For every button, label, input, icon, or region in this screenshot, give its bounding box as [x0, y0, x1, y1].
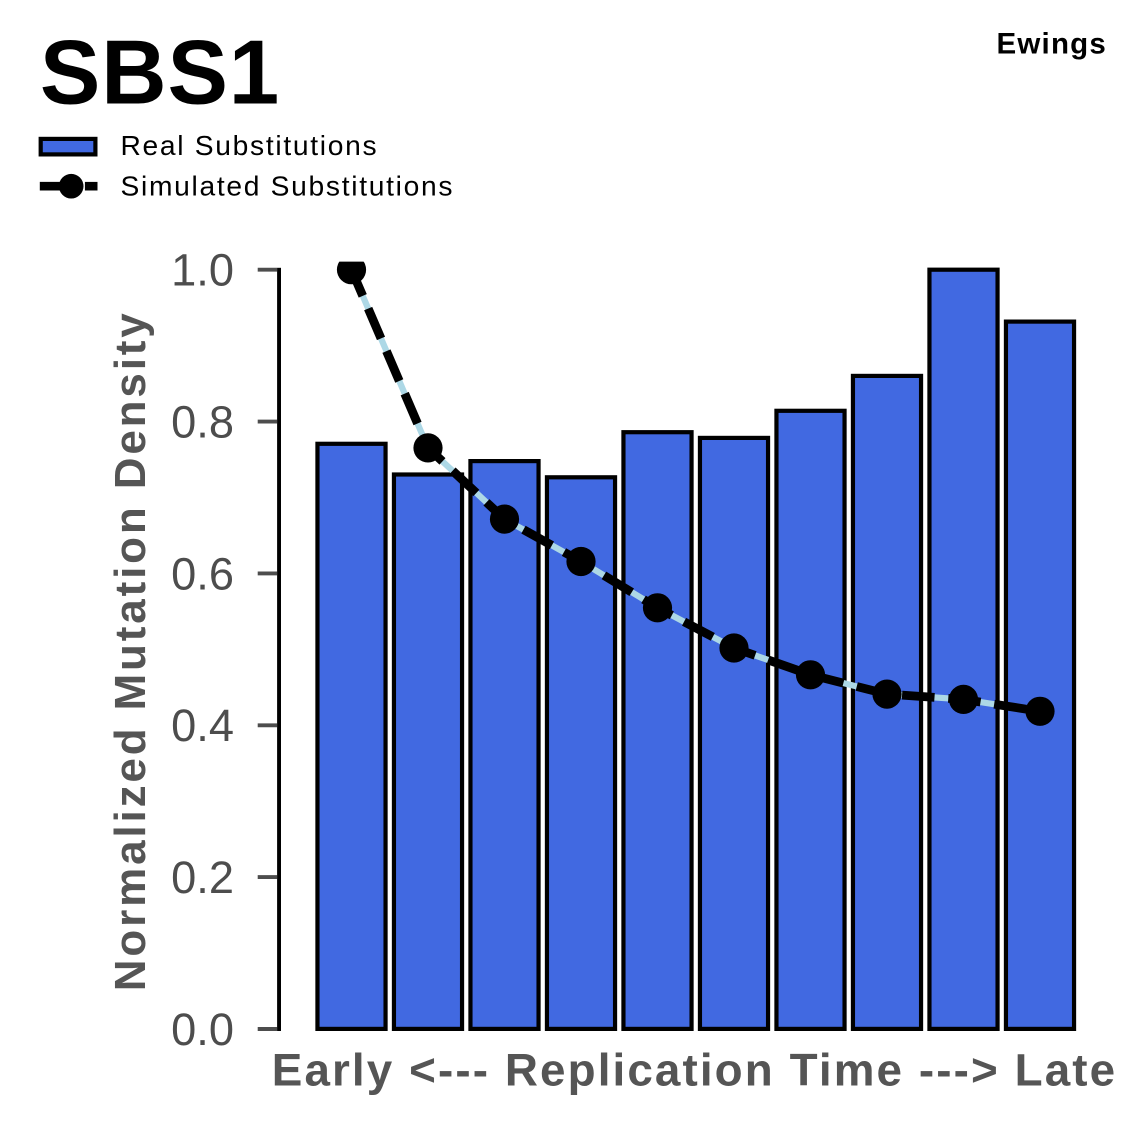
- svg-text:0.4: 0.4: [171, 700, 234, 751]
- svg-text:Ewings: Ewings: [997, 28, 1107, 61]
- svg-text:Early <--- Replication Time --: Early <--- Replication Time ---> Late: [272, 1044, 1117, 1095]
- svg-text:SBS1: SBS1: [40, 23, 280, 124]
- svg-text:0.0: 0.0: [171, 1004, 234, 1055]
- svg-text:1.0: 1.0: [171, 245, 234, 296]
- svg-text:Normalized Mutation Density: Normalized Mutation Density: [106, 310, 155, 991]
- svg-text:Simulated Substitutions: Simulated Substitutions: [121, 170, 455, 202]
- svg-text:0.6: 0.6: [171, 548, 234, 599]
- svg-text:0.2: 0.2: [171, 852, 234, 903]
- svg-text:0.8: 0.8: [171, 397, 234, 448]
- svg-text:Real Substitutions: Real Substitutions: [121, 129, 379, 161]
